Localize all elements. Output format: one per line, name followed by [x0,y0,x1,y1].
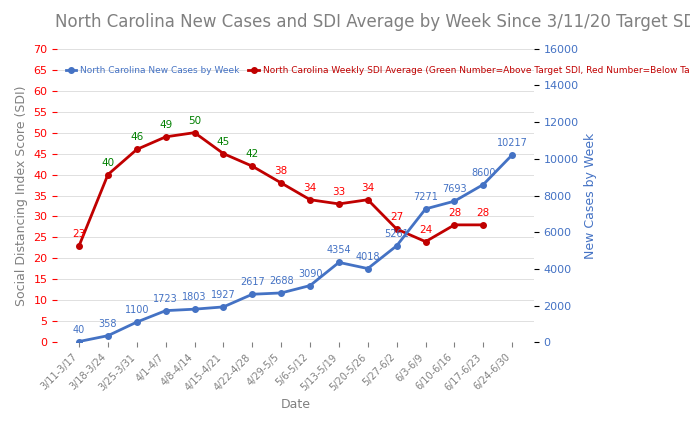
North Carolina New Cases by Week [75,339,83,344]
North Carolina New Cases by Week [104,333,112,338]
Text: 38: 38 [275,166,288,176]
Text: 34: 34 [361,183,375,193]
Text: 7693: 7693 [442,184,466,194]
Text: 50: 50 [188,116,201,126]
Y-axis label: Social Distancing Index Score (SDI): Social Distancing Index Score (SDI) [15,85,28,306]
North Carolina Weekly SDI Average (Green Number=Above Target SDI, Red Number=Below Target SDI) [132,147,141,152]
Text: 45: 45 [217,137,230,147]
North Carolina New Cases by Week [132,320,141,325]
North Carolina New Cases by Week [479,182,487,187]
X-axis label: Date: Date [281,398,310,411]
North Carolina New Cases by Week [161,308,170,313]
Text: 42: 42 [246,149,259,159]
Line: North Carolina New Cases by Week: North Carolina New Cases by Week [77,152,515,344]
Text: 34: 34 [304,183,317,193]
North Carolina Weekly SDI Average (Green Number=Above Target SDI, Red Number=Below Target SDI) [306,197,314,202]
Text: 2688: 2688 [269,276,293,286]
Text: 1723: 1723 [153,294,178,304]
North Carolina Weekly SDI Average (Green Number=Above Target SDI, Red Number=Below Target SDI) [335,201,343,207]
Text: 28: 28 [477,208,490,218]
Text: 1100: 1100 [125,305,149,315]
North Carolina Weekly SDI Average (Green Number=Above Target SDI, Red Number=Below Target SDI) [422,239,430,244]
Line: North Carolina Weekly SDI Average (Green Number=Above Target SDI, Red Number=Below Target SDI): North Carolina Weekly SDI Average (Green… [77,130,486,249]
North Carolina Weekly SDI Average (Green Number=Above Target SDI, Red Number=Below Target SDI) [479,222,487,227]
Text: 1927: 1927 [211,290,236,300]
North Carolina Weekly SDI Average (Green Number=Above Target SDI, Red Number=Below Target SDI) [161,134,170,139]
North Carolina New Cases by Week [393,243,401,248]
Text: 2617: 2617 [240,277,265,287]
North Carolina New Cases by Week [277,291,286,296]
Text: 28: 28 [448,208,461,218]
Text: 49: 49 [159,120,172,130]
Text: 1803: 1803 [182,292,207,302]
Text: 4354: 4354 [326,245,351,256]
North Carolina Weekly SDI Average (Green Number=Above Target SDI, Red Number=Below Target SDI) [364,197,372,202]
Text: 27: 27 [390,212,404,222]
Text: 40: 40 [73,325,85,334]
North Carolina New Cases by Week [422,206,430,211]
Text: 10217: 10217 [497,138,528,148]
North Carolina Weekly SDI Average (Green Number=Above Target SDI, Red Number=Below Target SDI) [75,243,83,248]
Text: 24: 24 [419,225,432,235]
Text: 23: 23 [72,229,86,239]
North Carolina Weekly SDI Average (Green Number=Above Target SDI, Red Number=Below Target SDI) [190,130,199,135]
Text: 4018: 4018 [355,252,380,262]
North Carolina New Cases by Week [508,153,516,158]
Legend: North Carolina New Cases by Week, North Carolina Weekly SDI Average (Green Numbe: North Carolina New Cases by Week, North … [62,62,690,78]
Text: 33: 33 [333,187,346,197]
North Carolina Weekly SDI Average (Green Number=Above Target SDI, Red Number=Below Target SDI) [393,227,401,232]
North Carolina New Cases by Week [451,199,459,204]
North Carolina Weekly SDI Average (Green Number=Above Target SDI, Red Number=Below Target SDI) [451,222,459,227]
North Carolina New Cases by Week [190,307,199,312]
Text: 46: 46 [130,132,144,142]
North Carolina Weekly SDI Average (Green Number=Above Target SDI, Red Number=Below Target SDI) [219,151,228,156]
North Carolina New Cases by Week [306,283,314,288]
North Carolina New Cases by Week [335,260,343,265]
Text: 8600: 8600 [471,167,495,178]
Text: 7271: 7271 [413,192,438,202]
North Carolina Weekly SDI Average (Green Number=Above Target SDI, Red Number=Below Target SDI) [277,180,286,185]
North Carolina New Cases by Week [248,292,257,297]
Text: North Carolina New Cases and SDI Average by Week Since 3/11/20 Target SDI Guess:: North Carolina New Cases and SDI Average… [55,13,690,31]
North Carolina Weekly SDI Average (Green Number=Above Target SDI, Red Number=Below Target SDI) [104,172,112,177]
North Carolina Weekly SDI Average (Green Number=Above Target SDI, Red Number=Below Target SDI) [248,164,257,169]
Text: 358: 358 [99,319,117,329]
Text: 3090: 3090 [298,269,322,279]
North Carolina New Cases by Week [219,304,228,309]
Text: 5261: 5261 [384,229,409,239]
Text: 40: 40 [101,158,115,167]
Y-axis label: New Cases by Week: New Cases by Week [584,132,598,259]
North Carolina New Cases by Week [364,266,372,271]
